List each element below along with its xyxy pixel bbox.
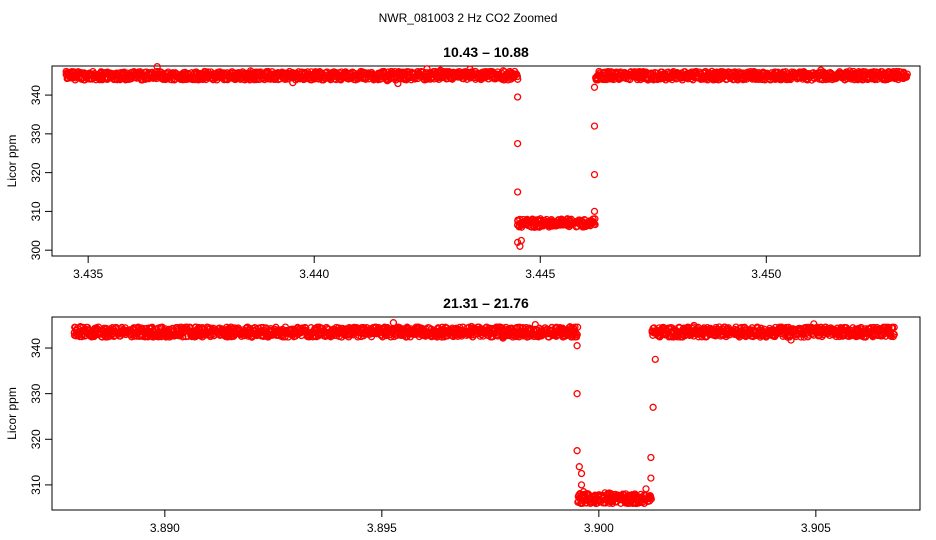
data-point — [573, 390, 581, 398]
data-point — [893, 67, 901, 76]
data-point — [573, 323, 582, 331]
y-axis-label: Licor ppm — [5, 387, 19, 440]
data-point — [577, 469, 586, 478]
data-point — [318, 324, 326, 333]
x-tick-label: 3.445 — [525, 267, 555, 281]
y-tick-label: 320 — [29, 429, 43, 449]
data-points — [70, 319, 898, 508]
x-tick-label: 3.435 — [73, 267, 103, 281]
y-tick-label: 300 — [29, 240, 43, 260]
x-tick-label: 3.895 — [367, 521, 397, 535]
data-point — [642, 485, 650, 493]
data-point — [647, 453, 655, 462]
x-tick-label: 3.905 — [801, 521, 831, 535]
x-tick-label: 3.890 — [150, 521, 180, 535]
y-tick-label: 310 — [29, 475, 43, 495]
x-tick-label: 3.440 — [299, 267, 329, 281]
data-point — [591, 215, 599, 223]
data-point — [577, 481, 586, 489]
data-point — [389, 319, 398, 327]
data-point — [590, 122, 599, 130]
y-tick-label: 340 — [29, 338, 43, 358]
data-point — [517, 236, 525, 245]
bottom-panel: 21.31 – 21.76 3.890 3.895 3.900 3.905 310 320 3… — [5, 295, 921, 535]
data-point — [573, 331, 581, 339]
data-point — [513, 93, 522, 101]
plot-frame — [51, 65, 921, 257]
data-point — [573, 447, 581, 455]
data-point — [573, 342, 581, 350]
x-tick-label: 3.900 — [584, 521, 614, 535]
data-point — [590, 170, 599, 179]
y-tick-label: 320 — [29, 162, 43, 182]
y-tick-label: 330 — [29, 383, 43, 403]
data-point — [890, 323, 898, 331]
data-point — [903, 70, 911, 78]
data-point — [513, 188, 522, 196]
y-tick-label: 340 — [29, 85, 43, 105]
plot-frame — [51, 316, 921, 511]
data-point — [590, 83, 599, 91]
y-tick-label: 330 — [29, 124, 43, 144]
x-tick-label: 3.450 — [751, 267, 781, 281]
data-point — [512, 71, 520, 79]
y-tick-label: 310 — [29, 201, 43, 221]
data-point — [651, 355, 659, 364]
figure-title: NWR_081003 2 Hz CO2 Zoomed — [379, 11, 558, 25]
data-point — [513, 72, 522, 81]
data-point — [590, 207, 599, 216]
top-panel: 10.43 – 10.88 3.435 3.440 3.445 3.450 300 310 3… — [5, 44, 921, 281]
panel-title: 10.43 – 10.88 — [443, 44, 529, 60]
data-point — [647, 474, 655, 482]
data-point — [890, 330, 898, 339]
data-point — [575, 463, 583, 471]
data-points — [62, 63, 911, 250]
data-point — [645, 497, 654, 505]
data-point — [513, 139, 522, 148]
data-point — [579, 488, 588, 496]
data-point — [647, 493, 655, 502]
data-point — [787, 336, 795, 344]
panel-title: 21.31 – 21.76 — [443, 295, 529, 311]
data-point — [513, 221, 522, 229]
y-axis-label: Licor ppm — [5, 135, 19, 188]
data-point — [514, 75, 522, 83]
data-point — [531, 320, 539, 329]
data-point — [649, 403, 657, 411]
